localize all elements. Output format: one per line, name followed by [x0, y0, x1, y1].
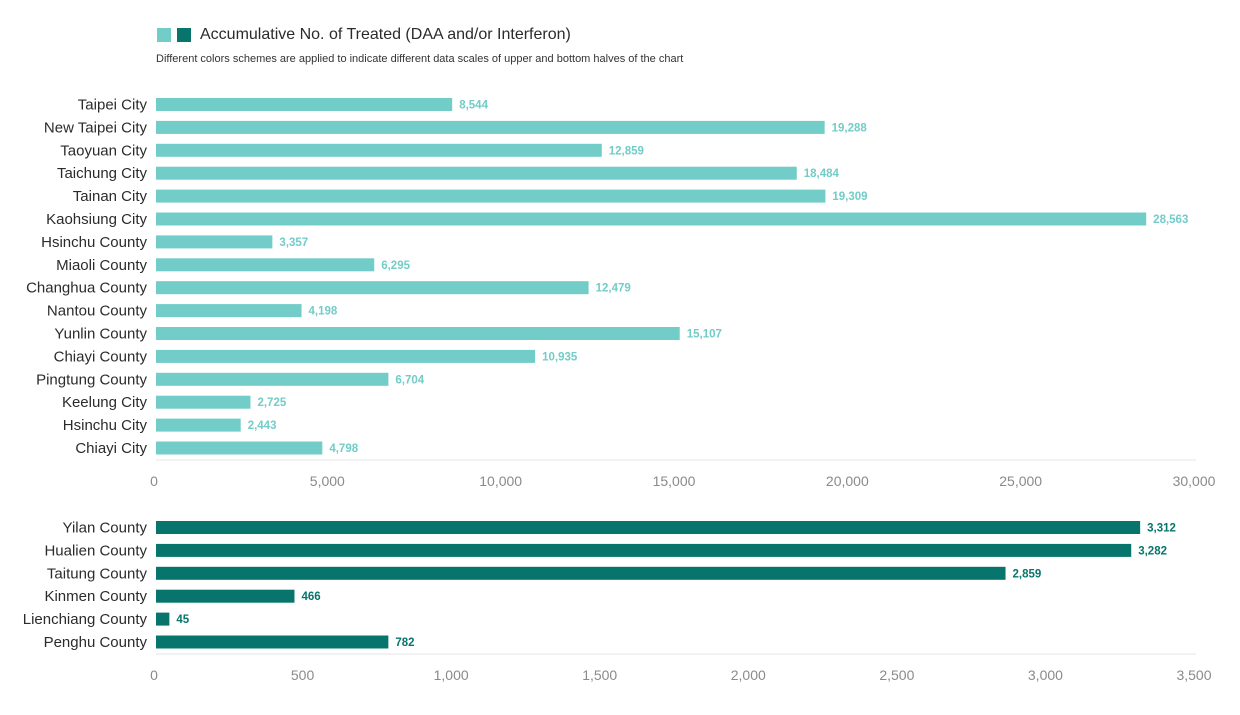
- bar: [156, 120, 825, 134]
- value-label: 466: [301, 591, 320, 603]
- legend: Accumulative No. of Treated (DAA and/or …: [157, 26, 571, 44]
- bar: [156, 166, 797, 180]
- bar: [156, 143, 602, 157]
- category-label: Keelung City: [62, 394, 148, 411]
- category-label: Taoyuan City: [60, 142, 147, 159]
- bar: [156, 304, 302, 318]
- category-label: New Taipei City: [44, 119, 148, 136]
- category-label: Kaohsiung City: [46, 211, 147, 228]
- x-tick-label: 10,000: [479, 473, 522, 489]
- value-label: 4,798: [329, 443, 358, 455]
- category-label: Miaoli County: [56, 257, 147, 274]
- legend-label: Accumulative No. of Treated (DAA and/or …: [200, 26, 571, 43]
- x-tick-label: 3,000: [1028, 667, 1063, 683]
- legend-swatch-light: [157, 28, 171, 42]
- value-label: 2,443: [248, 420, 277, 432]
- bar: [156, 258, 375, 272]
- bar: [156, 543, 1132, 557]
- bar: [156, 635, 389, 649]
- bar: [156, 395, 251, 409]
- x-tick-label: 25,000: [999, 473, 1042, 489]
- x-tick-label: 15,000: [653, 473, 696, 489]
- x-tick-label: 3,500: [1176, 667, 1211, 683]
- x-tick-label: 500: [291, 667, 315, 683]
- bar: [156, 327, 680, 340]
- x-tick-label: 20,000: [826, 473, 869, 489]
- value-label: 3,282: [1138, 545, 1167, 557]
- bar: [156, 589, 295, 603]
- category-label: Pingtung County: [36, 371, 147, 388]
- category-label: Hsinchu City: [63, 417, 148, 434]
- x-tick-label: 2,500: [879, 667, 914, 683]
- category-label: Changhua County: [26, 280, 147, 297]
- bar: [156, 212, 1147, 226]
- value-label: 45: [176, 614, 189, 626]
- value-label: 2,859: [1013, 568, 1042, 580]
- category-label: Chiayi City: [75, 440, 147, 457]
- category-label: Yunlin County: [54, 326, 147, 343]
- value-label: 3,312: [1147, 523, 1176, 535]
- value-label: 28,563: [1153, 214, 1188, 226]
- value-label: 782: [395, 637, 414, 649]
- value-label: 6,704: [395, 374, 424, 386]
- value-label: 4,198: [309, 306, 338, 318]
- bar: [156, 566, 1006, 580]
- value-label: 10,935: [542, 351, 578, 363]
- value-label: 12,479: [596, 283, 631, 295]
- bar: [156, 441, 323, 455]
- category-label: Hsinchu County: [41, 234, 147, 251]
- category-label: Taitung County: [47, 565, 148, 582]
- category-label: Penghu County: [44, 634, 148, 651]
- category-label: Nantou County: [47, 303, 148, 320]
- chart-note: Different colors schemes are applied to …: [156, 53, 684, 65]
- x-tick-label: 1,500: [582, 667, 617, 683]
- bar: [156, 349, 536, 363]
- category-label: Lienchiang County: [23, 611, 148, 628]
- x-tick-label: 1,000: [434, 667, 469, 683]
- bar: [156, 521, 1141, 534]
- bar: [156, 281, 589, 295]
- bar: [156, 612, 170, 626]
- category-label: Kinmen County: [44, 588, 147, 605]
- x-tick-label: 0: [150, 667, 158, 683]
- bar: [156, 189, 826, 203]
- category-label: Chiayi County: [54, 348, 148, 365]
- bar: [156, 98, 453, 111]
- x-tick-label: 0: [150, 473, 158, 489]
- value-label: 18,484: [804, 168, 840, 180]
- bar: [156, 372, 389, 386]
- x-tick-label: 5,000: [310, 473, 345, 489]
- value-label: 3,357: [279, 237, 308, 249]
- value-label: 6,295: [381, 260, 410, 272]
- category-label: Tainan City: [73, 188, 148, 205]
- x-tick-label: 2,000: [731, 667, 766, 683]
- bar: [156, 418, 241, 432]
- value-label: 2,725: [257, 397, 286, 409]
- category-label: Taichung City: [57, 165, 148, 182]
- value-label: 19,288: [832, 122, 868, 134]
- category-label: Hualien County: [44, 542, 147, 559]
- x-tick-label: 30,000: [1173, 473, 1216, 489]
- value-label: 12,859: [609, 145, 644, 157]
- legend-swatch-dark: [177, 28, 191, 42]
- bar: [156, 235, 273, 249]
- category-label: Taipei City: [78, 97, 148, 114]
- value-label: 19,309: [832, 191, 867, 203]
- value-label: 15,107: [687, 329, 722, 341]
- value-label: 8,544: [459, 100, 488, 112]
- category-label: Yilan County: [63, 520, 148, 537]
